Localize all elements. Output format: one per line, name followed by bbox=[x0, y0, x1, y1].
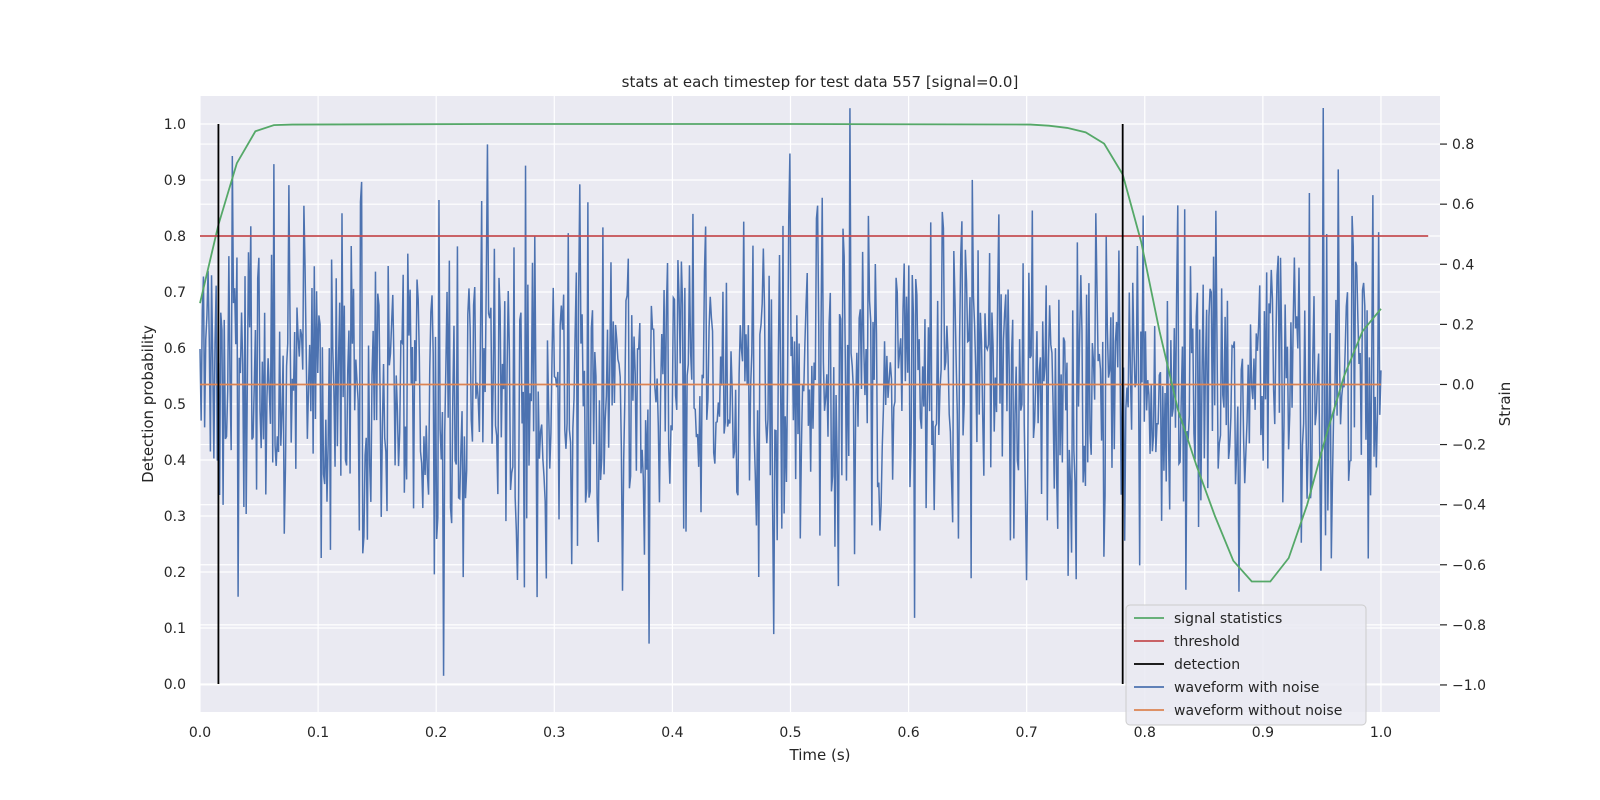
legend-label: threshold bbox=[1174, 634, 1240, 650]
y-tick-label-right: −0.6 bbox=[1452, 558, 1486, 574]
y-tick-label-right: 0.6 bbox=[1452, 197, 1474, 213]
y-axis-left-ticks: 0.0 0.1 0.2 0.3 0.4 0.5 0.6 0.7 0.8 0.9 1.0 bbox=[164, 117, 186, 693]
series-signal-statistics bbox=[199, 123, 1382, 583]
x-tick-label: 0.3 bbox=[543, 725, 565, 741]
y-tick-label-right: 0.4 bbox=[1452, 257, 1474, 273]
x-axis-label: Time (s) bbox=[789, 746, 851, 764]
y-tick-label-left: 0.0 bbox=[164, 677, 186, 693]
x-tick-label: 0.7 bbox=[1016, 725, 1038, 741]
x-tick-label: 0.6 bbox=[897, 725, 919, 741]
y-tick-label-right: 0.0 bbox=[1452, 377, 1474, 393]
legend-label: signal statistics bbox=[1174, 611, 1282, 627]
series-layer bbox=[199, 108, 1429, 684]
y-tick-label-left: 1.0 bbox=[164, 117, 186, 133]
x-axis-ticks: 0.0 0.1 0.2 0.3 0.4 0.5 0.6 0.7 0.8 0.9 1.0 bbox=[189, 725, 1392, 741]
y-tick-label-right: −0.4 bbox=[1452, 498, 1486, 514]
chart-title: stats at each timestep for test data 557… bbox=[622, 73, 1019, 91]
y-tick-label-left: 0.1 bbox=[164, 621, 186, 637]
legend-label: detection bbox=[1174, 657, 1240, 673]
y-tick-label-right: −0.8 bbox=[1452, 618, 1486, 634]
y-tick-label-left: 0.7 bbox=[164, 285, 186, 301]
x-tick-label: 0.0 bbox=[189, 725, 211, 741]
x-tick-label: 1.0 bbox=[1370, 725, 1392, 741]
x-tick-label: 0.1 bbox=[307, 725, 329, 741]
x-tick-label: 0.8 bbox=[1134, 725, 1156, 741]
y-axis-right-ticks: −1.0 −0.8 −0.6 −0.4 −0.2 0.0 0.2 0.4 0.6 0.8 bbox=[1440, 137, 1486, 694]
y-tick-label-right: 0.2 bbox=[1452, 317, 1474, 333]
y-axis-left-label: Detection probability bbox=[139, 325, 157, 483]
y-tick-label-left: 0.6 bbox=[164, 341, 186, 357]
y-tick-label-right: −0.2 bbox=[1452, 438, 1486, 454]
y-tick-label-left: 0.9 bbox=[164, 173, 186, 189]
y-tick-label-left: 0.5 bbox=[164, 397, 186, 413]
legend-label: waveform without noise bbox=[1174, 703, 1342, 719]
y-tick-label-left: 0.8 bbox=[164, 229, 186, 245]
x-tick-label: 0.2 bbox=[425, 725, 447, 741]
legend-box bbox=[1125, 604, 1367, 726]
x-tick-label: 0.4 bbox=[661, 725, 683, 741]
legend: signal statistics threshold detection wavef… bbox=[1125, 604, 1367, 726]
y-tick-label-left: 0.4 bbox=[164, 453, 186, 469]
legend-label: waveform with noise bbox=[1174, 680, 1319, 696]
x-tick-label: 0.9 bbox=[1252, 725, 1274, 741]
y-tick-label-right: 0.8 bbox=[1452, 137, 1474, 153]
series-waveform-with-noise bbox=[199, 108, 1382, 676]
y-axis-right-label: Strain bbox=[1496, 382, 1514, 426]
x-tick-label: 0.5 bbox=[779, 725, 801, 741]
y-tick-label-left: 0.3 bbox=[164, 509, 186, 525]
y-tick-label-left: 0.2 bbox=[164, 565, 186, 581]
y-tick-label-right: −1.0 bbox=[1452, 678, 1486, 694]
